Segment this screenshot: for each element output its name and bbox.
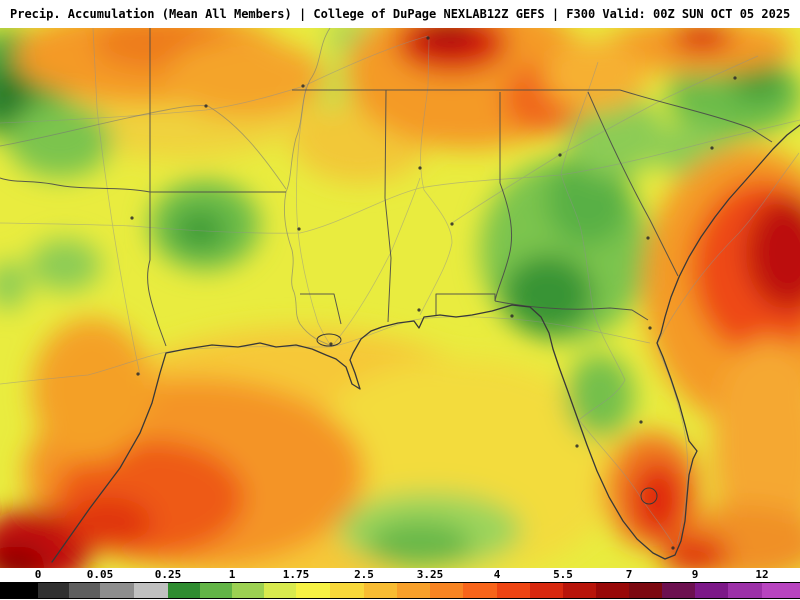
legend-color-segment [596,583,629,598]
legend-tick-label: 0 [34,568,42,581]
legend-color-segment [264,583,296,598]
legend-color-segment [364,583,397,598]
color-scale-legend: 0 0.05 0.25 1 1.75 2.5 3.25 4 5.5 7 9 12 [0,568,800,600]
legend-color-segment [662,583,695,598]
state-borders [0,28,773,347]
legend-color-segment [463,583,497,598]
coastline [51,124,800,563]
legend-tick-label: 0.05 [86,568,114,581]
legend-color-segment [497,583,530,598]
title-bar: Precip. Accumulation (Mean All Members) … [0,0,800,28]
lake-pontchartrain [316,333,342,347]
mississippi-river [283,28,333,347]
gulf-atlantic-coastline [51,124,800,563]
border-red-river [0,177,151,193]
legend-color-segment [397,583,430,598]
border-al-fl [435,293,496,316]
city-markers [130,36,737,550]
legend-tick-label: 7 [625,568,633,581]
legend-color-segment [38,583,69,598]
border-nc-sc [619,89,773,143]
legend-color-segment [430,583,463,598]
legend-color-segment [0,583,38,598]
legend-tick-label: 4 [493,568,501,581]
precip-map-svg [0,28,800,568]
border-al-ga [494,92,513,302]
legend-color-segment [530,583,563,598]
model-run-valid-time: 12Z GEFS | F300 Valid: 00Z SUN OCT 05 20… [486,7,791,21]
legend-tick-label: 9 [691,568,699,581]
legend-tick-label: 1.75 [282,568,310,581]
legend-color-segment [728,583,762,598]
legend-color-segment [232,583,264,598]
river-lines [0,28,333,347]
legend-color-segment [100,583,134,598]
lake-okeechobee [640,487,658,505]
legend-color-segment [629,583,662,598]
border-ga-fl [494,300,649,321]
border-tx-la-sabine [147,192,167,347]
highway-lines [0,28,800,545]
map-area [0,28,800,568]
border-ga-sc-savannah-river [587,91,679,277]
border-la-ms-pearl [300,293,342,325]
product-title: Precip. Accumulation (Mean All Members) … [10,7,487,21]
legend-color-segment [69,583,100,598]
border-ms-al [384,89,392,323]
arkansas-river [0,105,287,190]
legend-color-segment [134,583,168,598]
precip-contours [0,28,800,568]
legend-color-segment [695,583,728,598]
legend-color-segment [563,583,596,598]
legend-tick-label: 0.25 [154,568,182,581]
legend-tick-label: 3.25 [416,568,444,581]
legend-tick-label: 2.5 [354,568,374,581]
legend-strip [0,582,800,600]
legend-color-segment [200,583,232,598]
legend-color-segment [330,583,364,598]
legend-tick-label: 5.5 [553,568,573,581]
legend-color-segment [168,583,200,598]
legend-color-segment [296,583,330,598]
legend-tick-label: 12 [755,568,769,581]
legend-tick-label: 1 [228,568,236,581]
legend-labels: 0 0.05 0.25 1 1.75 2.5 3.25 4 5.5 7 9 12 [0,568,800,582]
legend-color-segment [762,583,800,598]
